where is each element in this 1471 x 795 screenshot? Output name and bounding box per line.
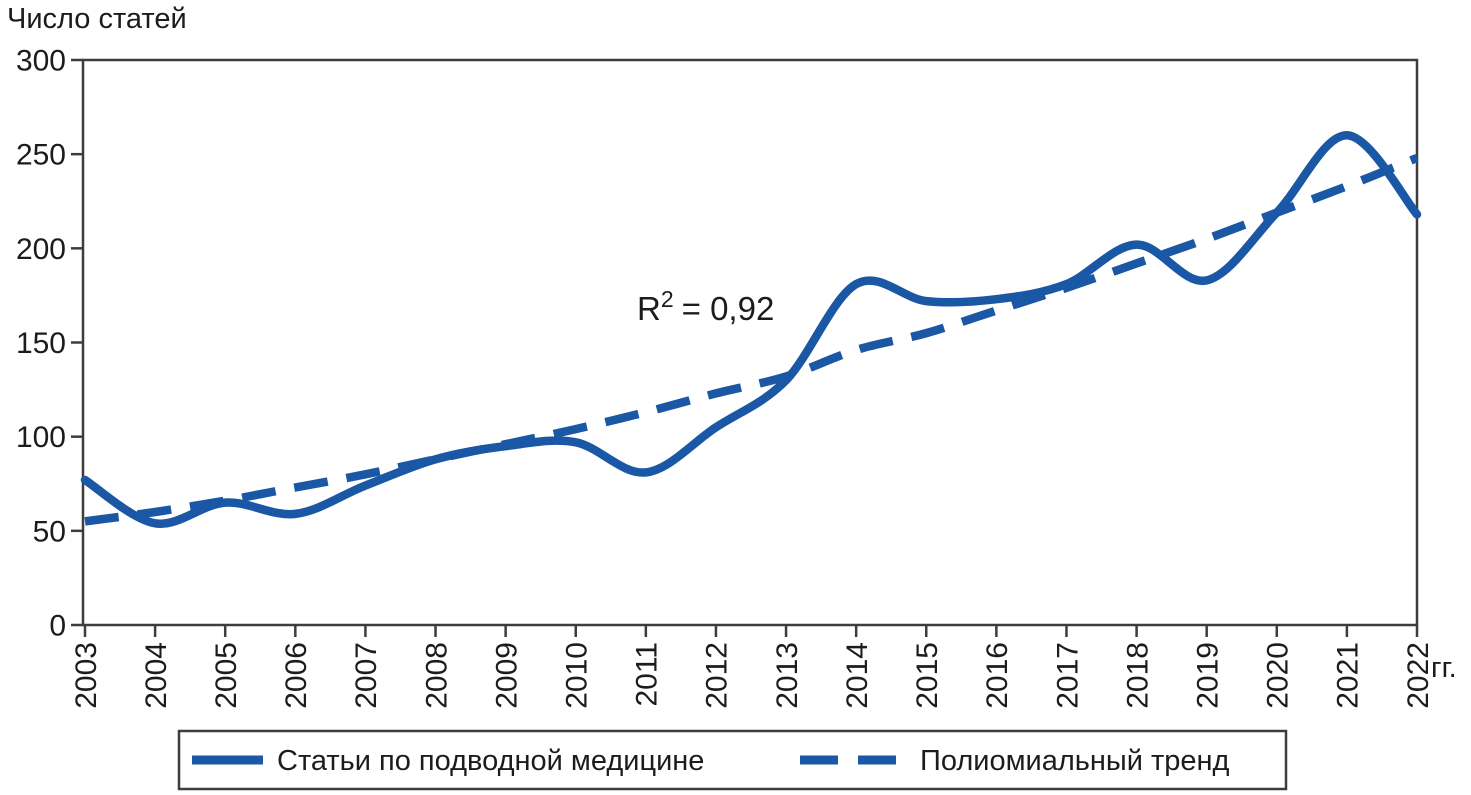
- trend-line: [84, 153, 1419, 526]
- y-tick-label: 100: [16, 421, 66, 454]
- x-tick-label: 2018: [1121, 642, 1154, 709]
- x-tick-label: 2012: [701, 642, 734, 709]
- legend-label-articles: Статьи по подводной медицине: [277, 745, 704, 777]
- y-tick-label: 50: [33, 515, 66, 548]
- y-axis-ticks: 0 50 100 150 200 250 300: [16, 45, 83, 643]
- x-tick-label: 2011: [631, 642, 664, 707]
- x-tick-label: 2019: [1191, 642, 1224, 709]
- articles-line: [80, 131, 1422, 528]
- x-tick-label: 2015: [911, 642, 944, 709]
- x-tick-label: 2010: [561, 642, 594, 709]
- legend: Статьи по подводной медицине Полиомиальн…: [177, 729, 1288, 791]
- x-tick-label: 2022: [1402, 642, 1435, 709]
- x-tick-label: 2021: [1332, 642, 1365, 709]
- legend-label-trend: Полиомиальный тренд: [920, 745, 1230, 777]
- x-tick-label: 2005: [210, 642, 243, 709]
- x-axis-ticks: 2003 2004 2005 2006 2007 2008 2009 2010 2011 2012…: [70, 625, 1435, 709]
- x-tick-label: 2014: [841, 642, 874, 709]
- x-axis-unit-label: гг.: [1431, 652, 1457, 684]
- x-tick-label: 2004: [140, 642, 173, 709]
- chart-title: Число статей: [7, 3, 187, 35]
- plot-border: [81, 58, 1419, 627]
- r2-value: = 0,92: [682, 290, 775, 327]
- y-tick-label: 0: [49, 610, 66, 643]
- x-tick-label: 2006: [280, 642, 313, 709]
- r2-annotation: R2 = 0,92: [637, 286, 774, 327]
- x-tick-label: 2003: [70, 642, 103, 709]
- x-tick-label: 2007: [350, 642, 383, 709]
- x-tick-label: 2008: [420, 642, 453, 709]
- y-tick-label: 150: [16, 327, 66, 360]
- y-tick-label: 300: [16, 45, 66, 78]
- y-tick-label: 250: [16, 139, 66, 172]
- x-tick-label: 2017: [1051, 642, 1084, 709]
- r2-superscript: 2: [661, 286, 674, 312]
- x-tick-label: 2013: [771, 642, 804, 709]
- y-tick-label: 200: [16, 233, 66, 266]
- x-tick-label: 2020: [1262, 642, 1295, 709]
- r2-base: R: [637, 290, 661, 327]
- x-tick-label: 2009: [490, 642, 523, 709]
- x-tick-label: 2016: [981, 642, 1014, 709]
- legend-box: [177, 729, 1288, 791]
